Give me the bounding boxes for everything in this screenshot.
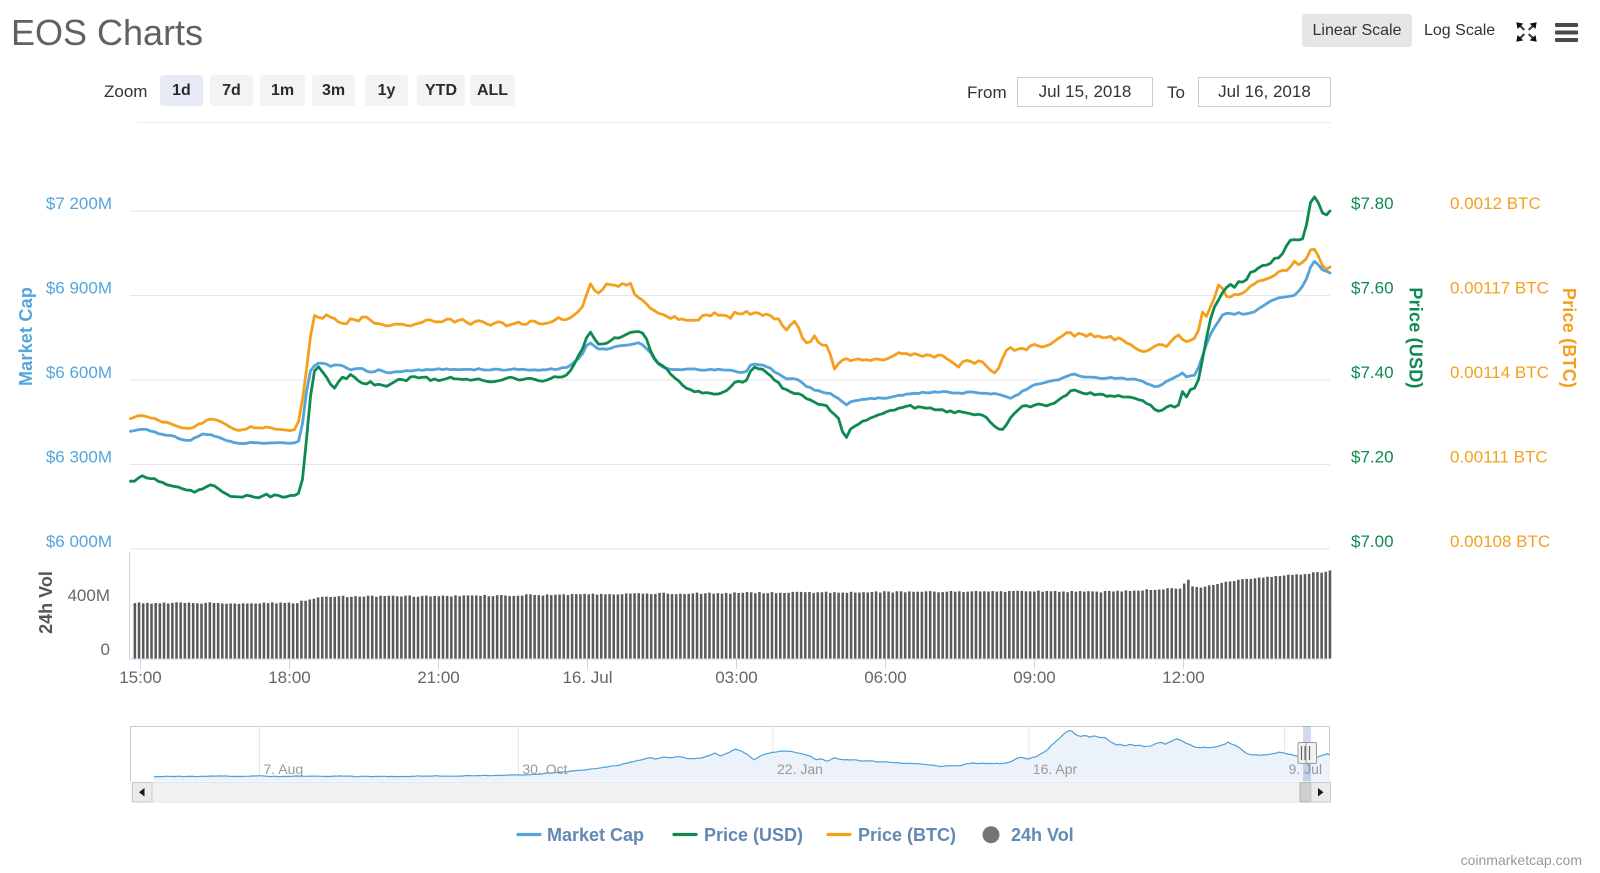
svg-text:$6 600M: $6 600M [46,363,112,382]
svg-text:coinmarketcap.com: coinmarketcap.com [1461,852,1582,868]
svg-text:12:00: 12:00 [1162,668,1205,687]
svg-text:09:00: 09:00 [1013,668,1056,687]
svg-text:$7.80: $7.80 [1351,194,1394,213]
svg-text:$7 200M: $7 200M [46,194,112,213]
svg-text:Price (USD): Price (USD) [1406,287,1426,388]
svg-text:0.00114 BTC: 0.00114 BTC [1450,363,1549,382]
svg-text:Price (BTC): Price (BTC) [858,825,956,845]
svg-text:$7.60: $7.60 [1351,279,1394,298]
svg-text:Market Cap: Market Cap [547,825,644,845]
svg-text:18:00: 18:00 [268,668,311,687]
svg-text:22. Jan: 22. Jan [777,761,823,777]
svg-text:$6 000M: $6 000M [46,532,112,551]
svg-text:16. Apr: 16. Apr [1033,761,1078,777]
svg-text:16. Jul: 16. Jul [562,668,612,687]
svg-text:03:00: 03:00 [715,668,758,687]
svg-text:Market Cap: Market Cap [16,287,36,386]
svg-text:24h Vol: 24h Vol [36,571,56,634]
svg-text:$6 900M: $6 900M [46,279,112,298]
svg-text:Price (BTC): Price (BTC) [1559,288,1579,388]
svg-text:7. Aug: 7. Aug [264,761,304,777]
svg-text:30. Oct: 30. Oct [522,761,567,777]
svg-text:24h Vol: 24h Vol [1011,825,1074,845]
svg-text:Price (USD): Price (USD) [704,825,803,845]
svg-text:400M: 400M [67,586,110,605]
svg-text:21:00: 21:00 [417,668,460,687]
svg-text:$6 300M: $6 300M [46,448,112,467]
svg-text:0.0012 BTC: 0.0012 BTC [1450,194,1541,213]
svg-text:$7.20: $7.20 [1351,448,1394,467]
svg-text:06:00: 06:00 [864,668,907,687]
svg-text:0.00108 BTC: 0.00108 BTC [1450,532,1550,551]
svg-text:0.00111 BTC: 0.00111 BTC [1450,448,1548,467]
svg-text:15:00: 15:00 [119,668,162,687]
svg-text:9. Jul: 9. Jul [1289,761,1322,777]
svg-text:$7.00: $7.00 [1351,532,1394,551]
svg-text:0.00117 BTC: 0.00117 BTC [1450,279,1549,298]
svg-text:$7.40: $7.40 [1351,363,1394,382]
svg-text:0: 0 [101,640,110,659]
